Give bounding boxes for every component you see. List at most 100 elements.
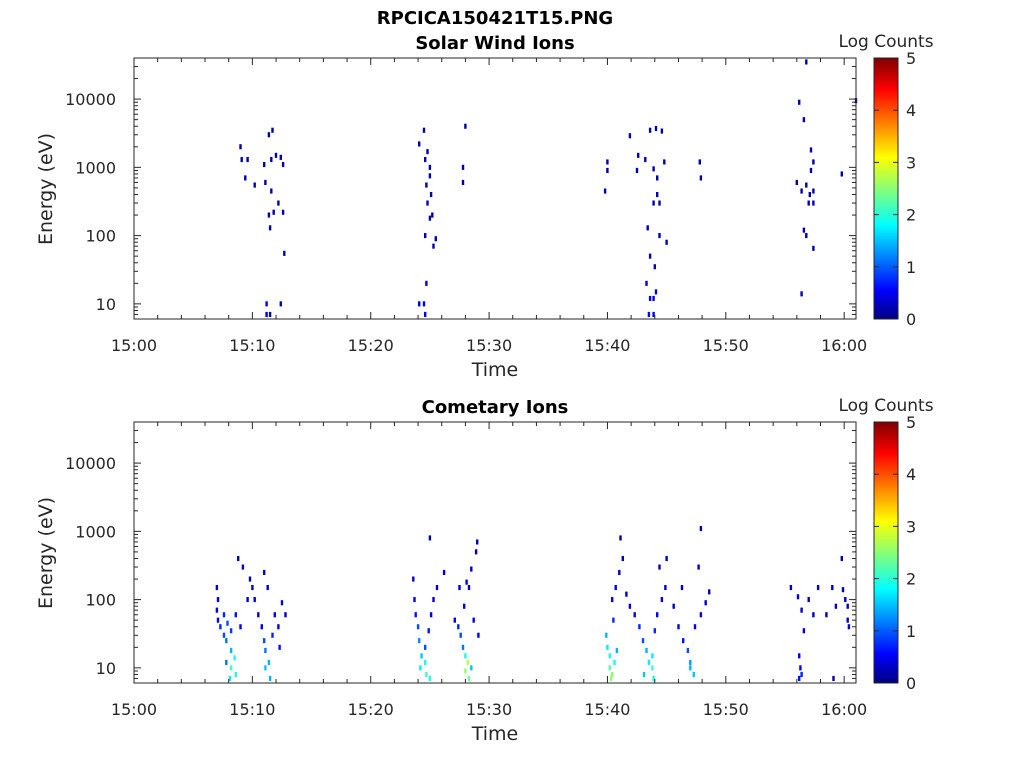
heatmap-cell — [422, 301, 426, 307]
heatmap-cell — [461, 164, 465, 170]
heatmap-cells — [239, 59, 858, 317]
heatmap-cell — [677, 624, 680, 630]
heatmap-cell — [467, 585, 471, 591]
heatmap-cell — [277, 200, 280, 206]
colorbar-tick-label: 1 — [906, 258, 916, 277]
heatmap-cell — [840, 556, 843, 562]
heatmap-cell — [628, 603, 632, 609]
heatmap-cell — [270, 157, 273, 163]
heatmap-cell — [697, 564, 700, 570]
heatmap-cell — [234, 612, 237, 618]
heatmap-cell — [613, 659, 616, 665]
y-tick-label: 1000 — [75, 522, 116, 541]
heatmap-cell — [229, 665, 233, 671]
x-axis-label: Time — [471, 359, 519, 381]
heatmap-cell — [416, 624, 420, 630]
heatmap-cell — [645, 647, 648, 653]
heatmap-cell — [237, 556, 240, 562]
colorbar-tick-label: 3 — [906, 517, 916, 536]
panel-title: Cometary Ions — [422, 397, 569, 418]
heatmap-cell — [840, 171, 843, 177]
heatmap-cell — [619, 535, 622, 541]
heatmap-cell — [264, 647, 267, 653]
heatmap-cell — [809, 167, 813, 173]
heatmap-cell — [265, 311, 268, 317]
heatmap-cell — [795, 179, 798, 185]
heatmap-cell — [646, 225, 649, 231]
heatmap-cell — [652, 675, 655, 681]
heatmap-cell — [648, 253, 652, 259]
heatmap-cell — [458, 585, 461, 591]
heatmap-cell — [432, 243, 435, 249]
heatmap-cell — [222, 612, 226, 618]
heatmap-cell — [461, 644, 465, 650]
x-axis-label: Time — [471, 723, 519, 745]
heatmap-cell — [240, 157, 243, 163]
heatmap-cell — [260, 624, 263, 630]
heatmap-cell — [419, 665, 422, 671]
heatmap-cell — [225, 638, 228, 644]
heatmap-cell — [435, 585, 439, 591]
heatmap-cell — [807, 597, 810, 603]
colorbar-label: Log Counts — [838, 32, 933, 52]
heatmap-cell — [278, 644, 281, 650]
heatmap-cell — [432, 597, 435, 603]
heatmap-cell — [799, 665, 802, 671]
heatmap-cell — [413, 597, 416, 603]
heatmap-cell — [428, 173, 432, 179]
x-tick-label: 15:00 — [111, 700, 157, 719]
heatmap-cell — [463, 603, 466, 609]
heatmap-cell — [800, 291, 803, 297]
heatmap-cell — [281, 162, 285, 168]
colorbar-tick-label: 2 — [906, 570, 916, 589]
heatmap-cell — [614, 585, 617, 591]
heatmap-cell — [825, 612, 828, 618]
heatmap-cell — [805, 233, 808, 239]
heatmap-cell — [802, 227, 806, 233]
heatmap-cell — [428, 675, 432, 681]
heatmap-cell — [608, 665, 611, 671]
heatmap-cell — [834, 603, 838, 609]
heatmap-cell — [215, 585, 219, 591]
heatmap-cell — [656, 612, 659, 618]
heatmap-cell — [281, 209, 285, 215]
heatmap-cell — [476, 539, 479, 545]
heatmap-cell — [253, 597, 256, 603]
heatmap-cell — [429, 192, 433, 198]
heatmap-cell — [638, 624, 641, 630]
heatmap-cell — [216, 597, 220, 603]
panel-solar-wind-ions: Solar Wind Ions Log Counts Energy (eV) T… — [35, 32, 934, 381]
heatmap-cell — [658, 564, 661, 570]
heatmap-cell — [846, 617, 849, 623]
colorbar-tick-label: 1 — [906, 622, 916, 641]
heatmap-cell — [802, 628, 806, 634]
heatmap-cell — [808, 192, 811, 198]
heatmap-cell — [633, 612, 636, 618]
y-tick-label: 10000 — [65, 454, 116, 473]
heatmap-cell — [704, 600, 707, 606]
heatmap-cell — [689, 659, 692, 665]
heatmap-cell — [847, 624, 851, 630]
heatmap-cell — [612, 617, 615, 623]
y-tick-label: 1000 — [75, 158, 116, 177]
heatmap-cell — [442, 569, 446, 575]
heatmap-cell — [654, 126, 658, 132]
heatmap-cell — [682, 638, 685, 644]
colorbar-tick-label: 2 — [906, 206, 916, 225]
heatmap-cell — [257, 612, 260, 618]
y-tick-label: 10000 — [65, 90, 116, 109]
heatmap-cell — [805, 182, 808, 188]
heatmap-cell — [651, 653, 654, 659]
heatmap-cell — [628, 133, 632, 139]
heatmap-cell — [267, 212, 271, 218]
panel-title: Solar Wind Ions — [415, 33, 574, 54]
x-tick-label: 16:00 — [821, 700, 867, 719]
heatmap-cell — [812, 159, 815, 165]
heatmap-cell — [606, 159, 609, 165]
heatmap-cell — [248, 576, 252, 582]
heatmap-cell — [470, 566, 473, 572]
heatmap-cell — [699, 526, 703, 532]
heatmap-cell — [800, 607, 803, 613]
heatmap-cell — [477, 632, 480, 638]
heatmap-cell — [246, 597, 249, 603]
